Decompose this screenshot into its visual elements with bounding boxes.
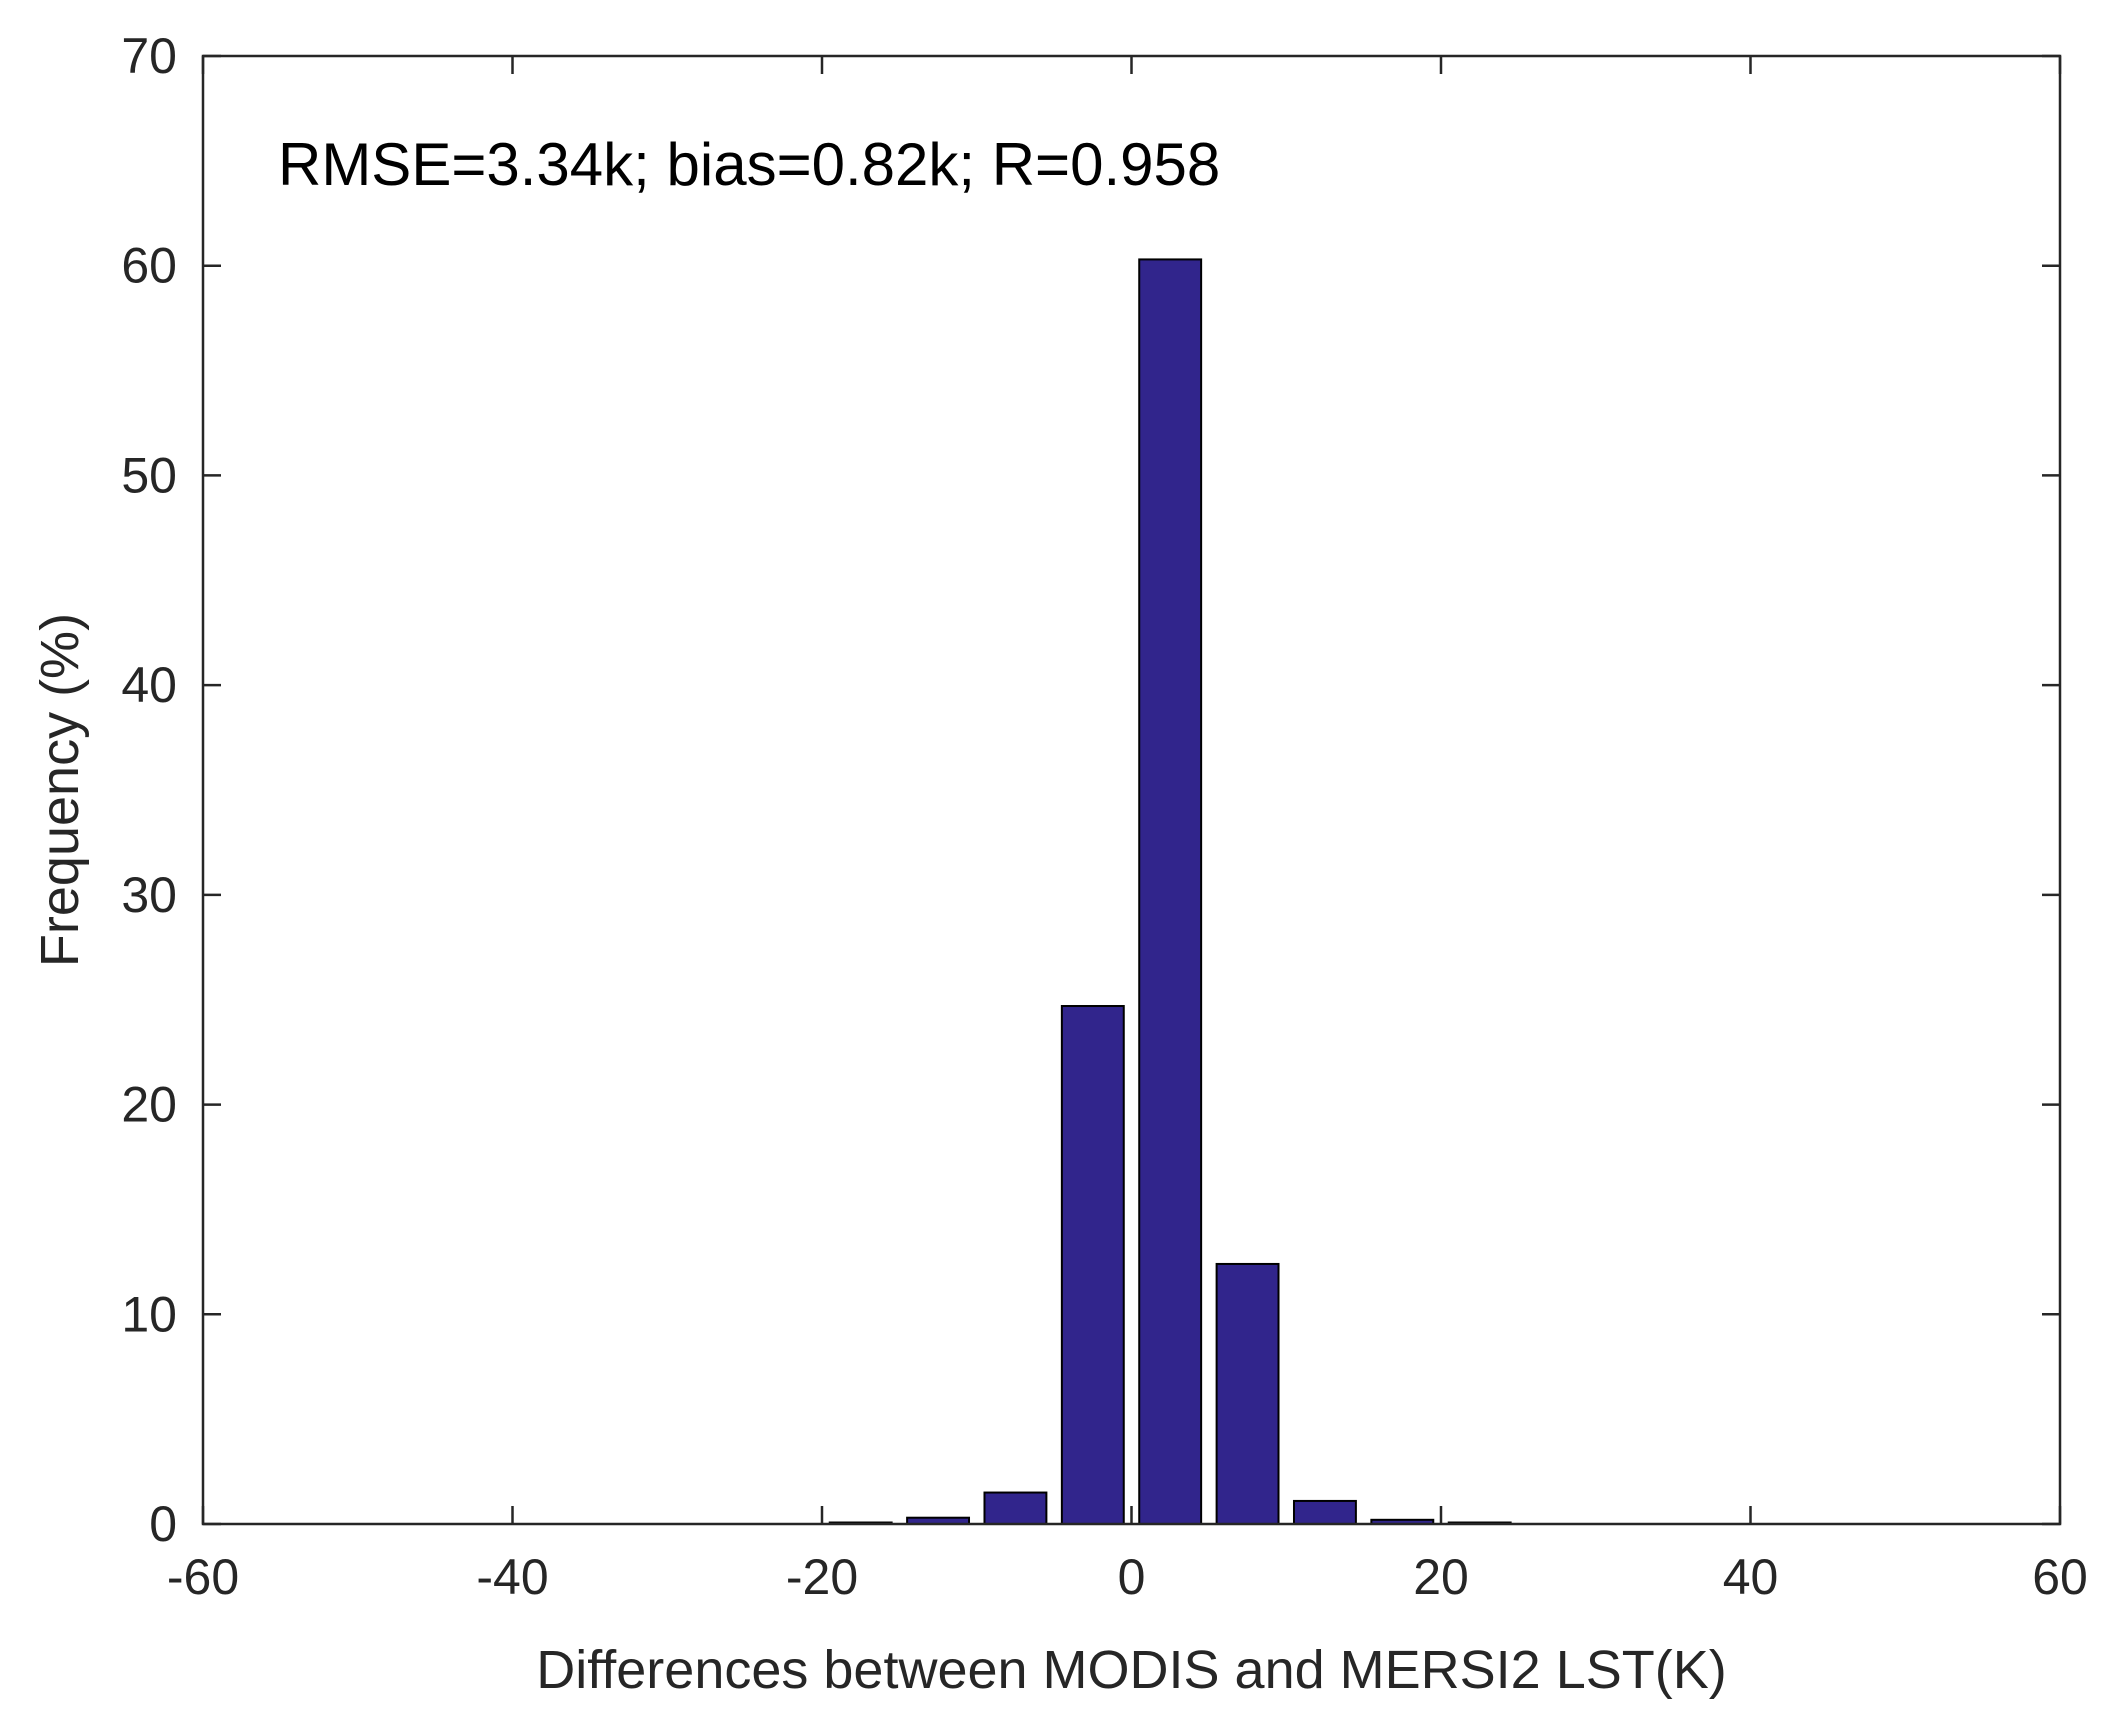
histogram-bar [1292, 1499, 1357, 1526]
tick-marks-group [201, 54, 2062, 1526]
x-tick-labels-group: -60 -40 -20 0 20 40 60 [167, 1549, 2088, 1605]
y-axis-label: Frequency (%) [30, 613, 90, 967]
histogram-bar [1215, 1262, 1280, 1525]
y-tick-label: 40 [121, 657, 177, 713]
y-tick-label: 60 [121, 238, 177, 294]
x-tick-label: -40 [476, 1549, 548, 1605]
y-tick-label: 10 [121, 1286, 177, 1342]
x-tick-label: 20 [1413, 1549, 1469, 1605]
histogram-bar [1060, 1005, 1125, 1525]
x-tick-label: 0 [1118, 1549, 1146, 1605]
y-tick-label: 0 [149, 1496, 177, 1552]
y-tick-label: 70 [121, 28, 177, 84]
y-tick-labels-group: 0 10 20 30 40 50 60 70 [121, 28, 177, 1552]
histogram-bar [983, 1491, 1048, 1526]
bars-group [828, 258, 1512, 1526]
x-tick-label: -60 [167, 1549, 239, 1605]
x-tick-label: 60 [2032, 1549, 2088, 1605]
stats-annotation: RMSE=3.34k; bias=0.82k; R=0.958 [278, 131, 1220, 198]
y-tick-label: 30 [121, 867, 177, 923]
x-axis-label: Differences between MODIS and MERSI2 LST… [536, 1640, 1726, 1700]
x-tick-label: 40 [1723, 1549, 1779, 1605]
x-tick-label: -20 [786, 1549, 858, 1605]
y-tick-label: 50 [121, 447, 177, 503]
y-tick-label: 20 [121, 1077, 177, 1133]
histogram-bar [1138, 258, 1203, 1525]
